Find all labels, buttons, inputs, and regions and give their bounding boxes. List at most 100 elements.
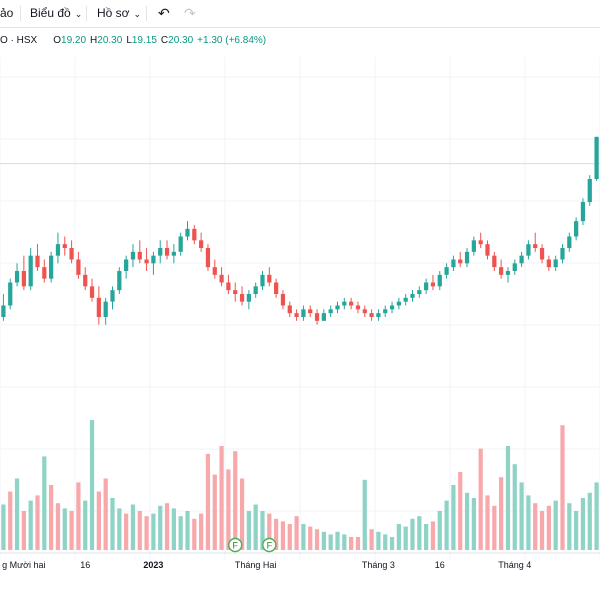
volume-bar — [403, 526, 408, 550]
candle-body — [560, 248, 565, 260]
candle — [464, 248, 470, 268]
candle — [49, 251, 54, 283]
volume-bar — [205, 453, 211, 550]
candle — [96, 286, 101, 325]
chart-menu-button[interactable]: Biểu đồ ⌄ — [30, 0, 82, 27]
candle — [505, 267, 511, 283]
candle-body — [410, 294, 415, 298]
candle — [103, 297, 108, 325]
candle-body — [424, 282, 429, 291]
volume-bar — [389, 537, 395, 550]
x-tick-label: 16 — [80, 560, 90, 570]
volume-bar — [239, 478, 245, 550]
x-tick-label: 2023 — [143, 560, 163, 570]
candle-body — [8, 282, 13, 306]
candle — [308, 305, 313, 317]
candle — [389, 301, 395, 314]
chart-grid — [0, 57, 600, 560]
candle-body — [526, 244, 531, 256]
candle-body — [492, 255, 497, 268]
candle — [76, 251, 81, 279]
volume-bar — [499, 477, 504, 550]
candle — [69, 240, 74, 264]
volume-bar — [260, 511, 265, 550]
volume-bar — [294, 516, 299, 550]
candle-body — [546, 259, 551, 268]
candle-body — [355, 305, 361, 310]
candle — [328, 305, 333, 317]
candle-body — [96, 297, 101, 317]
volume-bar — [14, 478, 20, 550]
volume-bar — [512, 464, 517, 550]
candle-body — [287, 305, 292, 314]
candle — [539, 244, 545, 264]
candle — [355, 301, 361, 314]
candle-body — [308, 309, 313, 314]
volume-bars — [1, 420, 599, 550]
candle — [362, 305, 367, 317]
candle-body — [83, 274, 88, 287]
candle — [1, 294, 6, 321]
candle-body — [192, 228, 197, 241]
candle — [110, 286, 115, 310]
candle-body — [471, 240, 476, 252]
x-tick-label: Tháng 4 — [498, 560, 531, 570]
candle-body — [321, 313, 326, 321]
candle — [117, 267, 122, 294]
volume-bar — [328, 534, 333, 550]
volume-bar — [158, 505, 163, 550]
event-marker[interactable]: F — [262, 537, 277, 553]
candle-body — [403, 297, 408, 302]
candle — [383, 305, 388, 317]
redo-icon[interactable]: ↷ — [184, 5, 196, 21]
toolbar-item-partial[interactable]: ảo — [0, 6, 14, 20]
candle — [567, 232, 572, 252]
candle-body — [505, 271, 511, 275]
volume-bar — [42, 456, 47, 550]
profile-menu-button[interactable]: Hồ sơ ⌄ — [97, 0, 141, 27]
volume-bar — [212, 474, 217, 550]
candle — [219, 267, 224, 287]
candle-body — [389, 305, 395, 310]
candle-body — [396, 301, 401, 306]
candle — [458, 251, 463, 268]
volume-bar — [342, 534, 347, 550]
candle-body — [69, 248, 74, 260]
undo-icon[interactable]: ↶ — [158, 5, 170, 21]
volume-bar — [539, 511, 545, 550]
candle — [314, 309, 320, 325]
candle — [471, 236, 476, 256]
candle-body — [130, 251, 136, 260]
chart-menu-label: Biểu đồ — [30, 6, 71, 20]
volume-bar — [21, 511, 26, 550]
change-value: +1.30 (+6.84%) — [197, 35, 267, 46]
candle — [574, 217, 579, 241]
candle-body — [233, 290, 238, 294]
candle — [437, 271, 442, 291]
candle-body — [499, 267, 504, 275]
candle-body — [178, 236, 183, 252]
candle-body — [171, 251, 176, 256]
candle-body — [21, 271, 26, 287]
candle-body — [144, 259, 149, 264]
volume-bar — [471, 498, 476, 550]
candle-body — [342, 301, 347, 306]
volume-bar — [233, 451, 238, 550]
volume-bar — [171, 508, 176, 550]
event-marker[interactable]: F — [228, 537, 243, 553]
volume-bar — [246, 511, 251, 550]
volume-bar — [267, 513, 272, 550]
volume-bar — [89, 420, 95, 550]
volume-bar — [274, 518, 279, 550]
volume-bar — [444, 500, 449, 550]
ohlc-legend: O · HSX O19.20 H20.30 L19.15 C20.30 +1.30 (+6… — [0, 35, 266, 49]
volume-bar — [410, 518, 415, 550]
candle-body — [280, 294, 286, 306]
candle — [192, 225, 197, 245]
close-value: 20.30 — [168, 35, 194, 46]
candle-body — [444, 267, 449, 275]
candle-body — [35, 255, 40, 268]
candle — [28, 248, 33, 291]
volume-bar — [560, 425, 565, 550]
